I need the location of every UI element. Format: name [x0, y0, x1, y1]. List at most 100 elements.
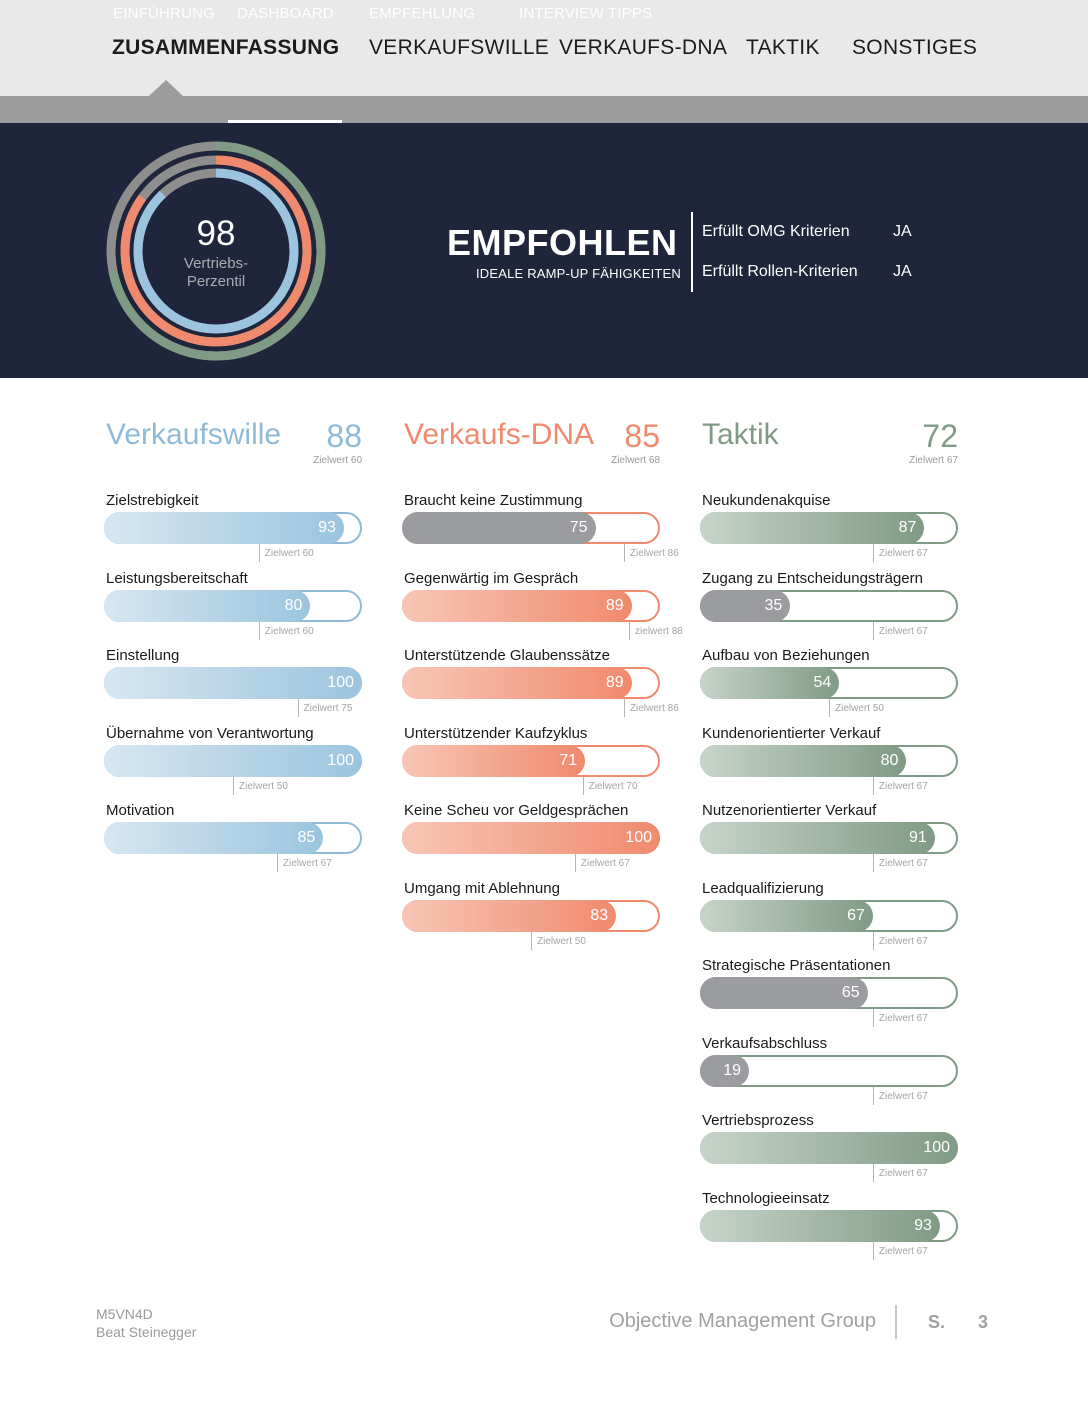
target-marker — [276, 854, 278, 872]
bar-fill — [700, 1209, 940, 1242]
target-marker — [872, 776, 874, 795]
bar-fill — [700, 744, 907, 777]
bar-label: Übernahme von Verantwortung — [106, 724, 314, 742]
target-marker — [531, 931, 532, 950]
target-label: Zielwert 50 — [239, 780, 288, 792]
bar-fill — [402, 667, 632, 699]
target-label: Zielwert 60 — [264, 548, 314, 559]
target-label: Zielwert 75 — [303, 703, 353, 714]
bar-label: Vertriebsprozess — [702, 1112, 814, 1129]
bar-value: 87 — [898, 519, 917, 536]
bar-fill — [402, 512, 596, 544]
criteria-omg-value: JA — [893, 223, 912, 240]
section-score: 88 — [326, 418, 362, 454]
target-label: Zielwert 67 — [878, 548, 928, 559]
bar-label: Kundenorientierter Verkauf — [702, 724, 881, 742]
bar-value: 67 — [847, 906, 865, 924]
target-label: zielwert 88 — [635, 625, 683, 637]
sub-navigation — [0, 96, 1088, 123]
footer-candidate-name: Beat Steinegger — [96, 1324, 197, 1340]
bar-label: Unterstützende Glaubenssätze — [404, 647, 610, 664]
bar-label: Verkaufsabschluss — [702, 1034, 828, 1052]
target-marker — [872, 544, 874, 562]
bar-label: Gegenwärtig im Gespräch — [404, 569, 579, 587]
tab-sonstiges[interactable]: SONSTIGES — [852, 36, 978, 59]
section-title: Verkaufs-DNA — [404, 418, 595, 451]
target-label: Zielwert 50 — [835, 703, 884, 714]
bar-value: 91 — [908, 829, 927, 846]
bar-fill — [402, 589, 632, 622]
target-marker — [872, 931, 874, 950]
footer-page-number: 3 — [978, 1312, 989, 1332]
bar-label: Einstellung — [106, 647, 180, 664]
section-score: 72 — [922, 418, 958, 454]
target-label: Zielwert 50 — [537, 935, 586, 947]
target-marker — [872, 854, 874, 872]
target-marker — [629, 621, 631, 640]
bar-fill — [700, 977, 868, 1009]
subtab-einfuehrung[interactable]: EINFÜHRUNG — [113, 5, 215, 22]
subtab-empfehlung[interactable]: EMPFEHLUNG — [369, 5, 476, 22]
bar-label: Technologieeinsatz — [702, 1189, 830, 1207]
bar-value: 83 — [590, 906, 609, 924]
tab-taktik[interactable]: TAKTIK — [746, 36, 820, 59]
percentile-score: 98 — [196, 214, 236, 253]
gauge-ring — [133, 168, 299, 334]
bar-fill — [700, 512, 925, 544]
active-tab-indicator — [149, 80, 183, 96]
target-label: Zielwert 67 — [878, 935, 928, 947]
target-marker — [872, 1086, 874, 1105]
target-marker — [829, 699, 830, 717]
target-marker — [582, 776, 584, 795]
target-label: Zielwert 67 — [878, 1090, 928, 1102]
bar-label: Leadqualifizierung — [702, 879, 824, 897]
active-subtab-underline — [228, 120, 342, 123]
bar-value: 35 — [764, 596, 783, 614]
tab-zusammenfassung[interactable]: ZUSAMMENFASSUNG — [112, 36, 340, 59]
bar-value: 85 — [297, 829, 316, 846]
bar-value: 93 — [914, 1216, 932, 1234]
recommendation-subtitle: IDEALE RAMP-UP FÄHIGKEITEN — [475, 266, 681, 281]
target-label: Zielwert 67 — [878, 1168, 928, 1179]
target-label: Zielwert 67 — [878, 858, 928, 869]
target-marker — [574, 854, 576, 872]
bar-fill — [700, 667, 840, 699]
bar-value: 100 — [327, 751, 354, 769]
criteria-role-value: JA — [893, 263, 912, 280]
bar-fill — [700, 822, 935, 854]
percentile-gauge — [106, 141, 326, 361]
subtab-interview-tipps[interactable]: INTERVIEW TIPPS — [519, 5, 653, 22]
bar-label: Motivation — [106, 802, 175, 819]
bar-fill — [104, 744, 362, 777]
bar-label: Aufbau von Beziehungen — [702, 647, 870, 664]
bar-fill — [700, 1054, 750, 1087]
percentile-label: Vertriebs- Perzentil — [105, 255, 327, 291]
bar-label: Nutzenorientierter Verkauf — [702, 802, 877, 819]
bar-value: 19 — [723, 1061, 742, 1079]
subtab-dashboard[interactable]: DASHBOARD — [237, 5, 334, 22]
bar-label: Braucht keine Zustimmung — [404, 492, 583, 509]
gauge-ring — [120, 155, 312, 347]
target-label: Zielwert 67 — [878, 1245, 928, 1257]
target-marker — [872, 1009, 874, 1027]
percentile-label-line-1: Vertriebs- — [183, 255, 249, 272]
criteria-role-label: Erfüllt Rollen-Kriterien — [702, 263, 858, 280]
bar-label: Zielstrebigkeit — [106, 492, 199, 509]
tab-verkaufswille[interactable]: VERKAUFSWILLE — [369, 36, 550, 59]
footer-page-label: S. — [928, 1312, 946, 1332]
target-label: Zielwert 67 — [878, 780, 928, 792]
recommendation-divider — [691, 212, 693, 292]
section-title: Verkaufswille — [106, 418, 282, 451]
footer-company: Objective Management Group — [609, 1310, 876, 1332]
bar-value: 71 — [559, 751, 578, 769]
target-marker — [623, 699, 625, 717]
bar-label: Umgang mit Ablehnung — [404, 879, 560, 897]
target-label: Zielwert 67 — [580, 858, 630, 869]
bar-label: Neukundenakquise — [702, 492, 831, 509]
bar-fill — [104, 822, 324, 854]
bar-value: 100 — [327, 674, 354, 691]
tab-verkaufs-dna[interactable]: VERKAUFS-DNA — [559, 36, 728, 59]
target-label: Zielwert 60 — [264, 625, 314, 637]
target-marker — [258, 544, 260, 562]
bar-fill — [700, 899, 873, 932]
